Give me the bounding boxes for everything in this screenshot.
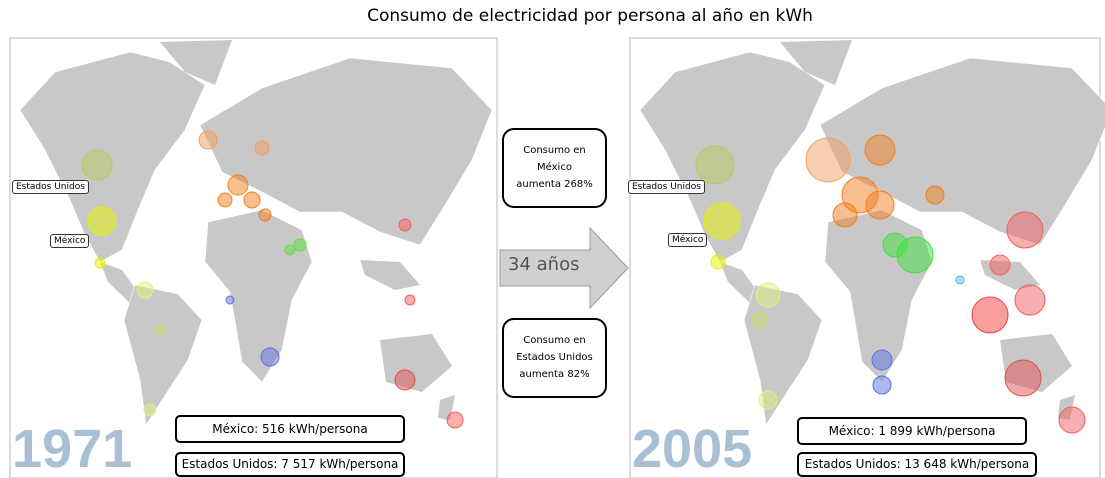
bubble (882, 232, 908, 258)
bubble (871, 349, 893, 371)
year: 1971 (12, 419, 133, 478)
world-map (19, 39, 493, 426)
bubble (872, 375, 892, 395)
panel-frame (9, 37, 498, 478)
bubble (260, 347, 280, 367)
bubble (446, 411, 464, 429)
bubble (805, 137, 851, 183)
note-us: Consumo en Estados Unidos aumenta 82% (502, 318, 607, 398)
note-line: Estados Unidos (516, 352, 593, 363)
bubble (225, 295, 235, 305)
bubble (865, 190, 895, 220)
bubble (243, 191, 261, 209)
box-us: Estados Unidos: 13 648 kWh/persona (797, 452, 1037, 477)
box-mexico: México: 516 kWh/persona (175, 415, 405, 443)
note-line: México (537, 162, 572, 173)
bubble (81, 149, 113, 181)
bubble (143, 403, 157, 417)
bubble (695, 145, 735, 185)
label-us: Estados Unidos (12, 180, 89, 194)
title: Consumo de electricidad por persona al a… (367, 6, 813, 26)
bubble (227, 174, 249, 196)
bubble (955, 275, 965, 285)
bubble (398, 218, 412, 232)
bubble (1004, 359, 1042, 397)
note-line: Consumo en (523, 145, 586, 156)
bubble (254, 140, 270, 156)
bubble (217, 192, 233, 208)
note-line: aumenta 268% (516, 179, 593, 190)
label-us: Estados Unidos (628, 180, 705, 194)
bubble (284, 244, 296, 256)
bubble (989, 254, 1011, 276)
bubble (1006, 211, 1044, 249)
bubble (751, 311, 769, 329)
bubble (864, 134, 896, 166)
bubble (394, 369, 416, 391)
box-mexico: México: 1 899 kWh/persona (797, 417, 1027, 445)
bubble (198, 130, 218, 150)
bubble (1014, 284, 1046, 316)
year: 2005 (632, 419, 753, 478)
bubble (94, 257, 106, 269)
bubble (832, 202, 858, 228)
bubble (925, 185, 945, 205)
bubble (710, 254, 726, 270)
bubble (136, 281, 154, 299)
arrow (499, 226, 629, 310)
note-line: Consumo en (523, 335, 586, 346)
label-mexico: México (50, 234, 90, 248)
box-us: Estados Unidos: 7 517 kWh/persona (175, 452, 405, 477)
bubble (258, 208, 272, 222)
bubble (293, 238, 307, 252)
label-mexico: México (668, 233, 708, 247)
bubble (87, 206, 117, 236)
arrow-label: 34 años (508, 254, 580, 275)
bubble (154, 324, 166, 336)
bubble (703, 202, 741, 240)
note-line: aumenta 82% (519, 369, 590, 380)
bubble (404, 294, 416, 306)
bubble (1058, 406, 1086, 434)
bubble (755, 282, 781, 308)
note-mexico: Consumo en México aumenta 268% (502, 128, 607, 208)
bubble (758, 390, 778, 410)
panel-frame (629, 37, 1101, 478)
bubble (971, 296, 1009, 334)
